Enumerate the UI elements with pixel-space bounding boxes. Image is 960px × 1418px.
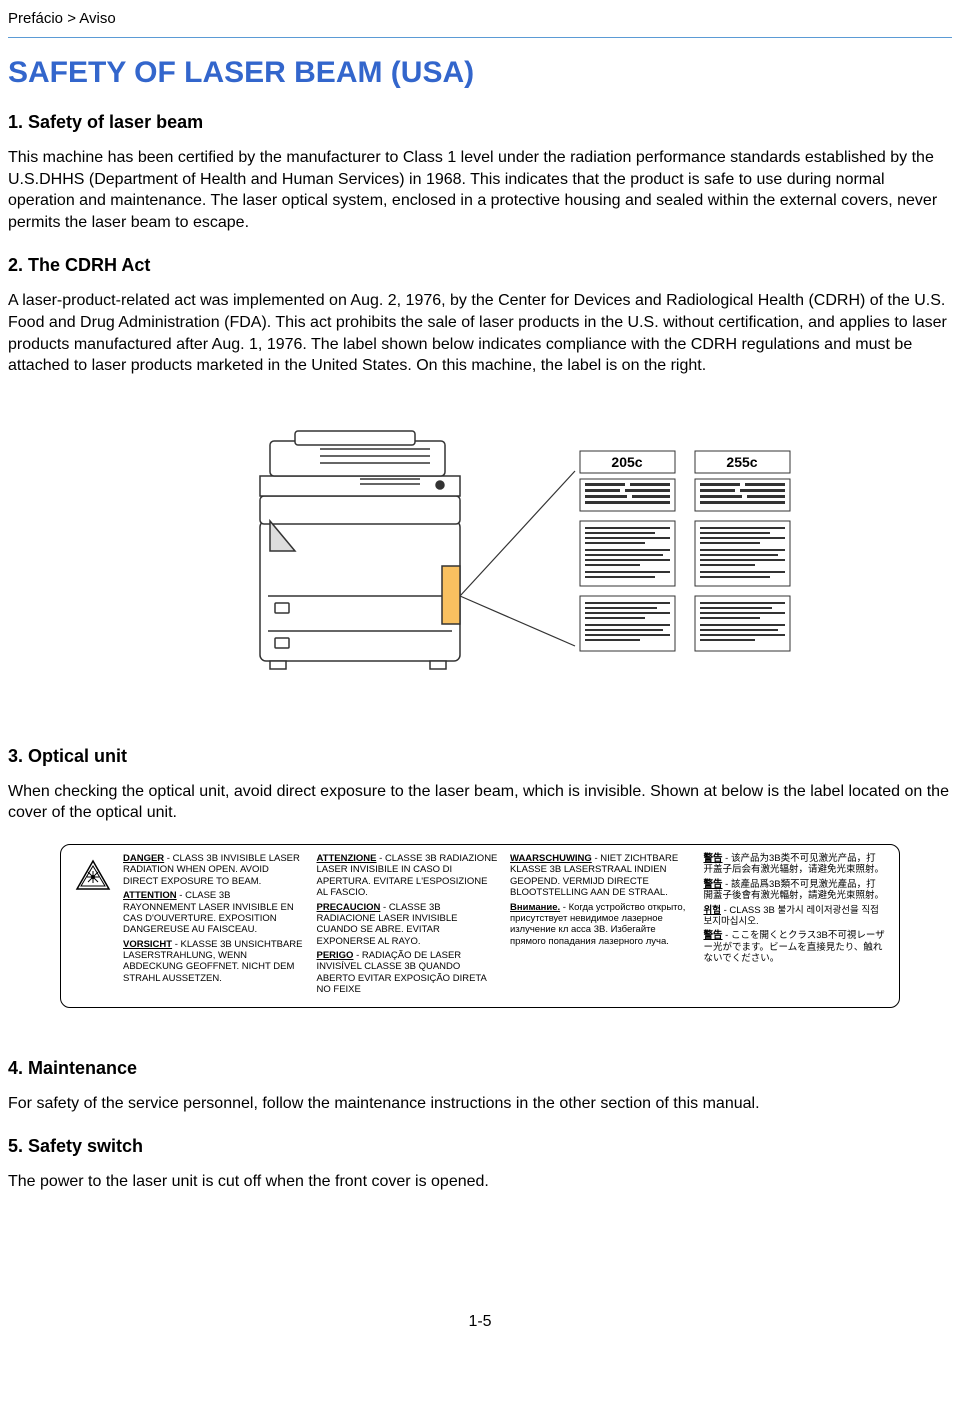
warning-col-4: 警告 - 该产品为3B类不可见激光产品，打开盖子后会有激光辐射，请避免光束照射。… (704, 853, 886, 999)
laser-warning-label: DANGER - CLASS 3B INVISIBLE LASER RADIAT… (60, 844, 900, 1008)
section-4-title: 4. Maintenance (8, 1058, 952, 1079)
page-number: 1-5 (8, 1313, 952, 1331)
laser-warning-icon (75, 853, 111, 896)
label-205c: 205c (611, 454, 642, 470)
main-title: SAFETY OF LASER BEAM (USA) (8, 56, 952, 90)
section-2-body: A laser-product-related act was implemen… (8, 290, 952, 376)
warning-col-1: DANGER - CLASS 3B INVISIBLE LASER RADIAT… (123, 853, 305, 999)
breadcrumb: Prefácio > Aviso (8, 10, 952, 38)
section-5-title: 5. Safety switch (8, 1136, 952, 1157)
section-2-title: 2. The CDRH Act (8, 255, 952, 276)
label-255c: 255c (726, 454, 757, 470)
section-5-body: The power to the laser unit is cut off w… (8, 1171, 952, 1193)
warning-col-2: ATTENZIONE - CLASSE 3B RADIAZIONE LASER … (317, 853, 499, 999)
warning-col-3: WAARSCHUWING - NIET ZICHTBARE KLASSE 3B … (510, 853, 692, 999)
section-1-body: This machine has been certified by the m… (8, 147, 952, 233)
section-4-body: For safety of the service personnel, fol… (8, 1093, 952, 1115)
printer-label-figure: 205c 255c (8, 401, 952, 706)
section-3-body: When checking the optical unit, avoid di… (8, 781, 952, 824)
section-3-title: 3. Optical unit (8, 746, 952, 767)
section-1-title: 1. Safety of laser beam (8, 112, 952, 133)
